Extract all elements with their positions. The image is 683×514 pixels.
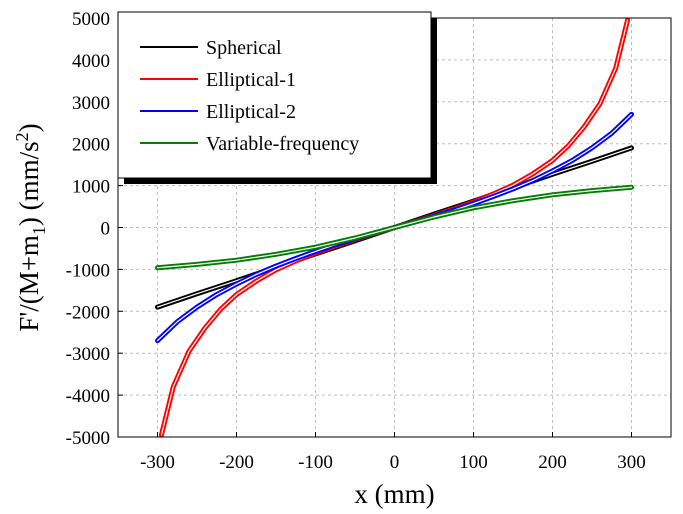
y-tick-label: -5000 <box>66 428 110 449</box>
y-axis-title-part: ) <box>14 123 44 132</box>
x-tick-label: 100 <box>459 452 488 473</box>
legend-label: Variable-frequency <box>206 133 359 155</box>
y-tick-labels: -5000 -4000 -3000 -2000 -1000 0 1000 2000 3000 40… <box>66 9 110 449</box>
y-axis-title-part: ) (mm/s <box>14 141 44 226</box>
x-tick-label: -100 <box>298 452 333 473</box>
legend-label: Spherical <box>206 37 282 59</box>
legend: Spherical Elliptical-1 Elliptical-2 Variabl… <box>117 11 437 184</box>
series-line-highlight <box>156 186 633 269</box>
legend-items: Spherical Elliptical-1 Elliptical-2 Variabl… <box>140 37 359 155</box>
y-tick-label: -1000 <box>66 260 110 281</box>
x-tick-label: 300 <box>617 452 646 473</box>
y-tick-label: 0 <box>101 219 111 240</box>
y-axis-title-superscript: 2 <box>12 132 32 141</box>
x-tick-label: -200 <box>219 452 254 473</box>
legend-label: Elliptical-1 <box>206 69 296 91</box>
y-tick-label: 4000 <box>72 51 110 72</box>
y-tick-label: 5000 <box>72 9 110 30</box>
legend-label: Elliptical-2 <box>206 101 296 123</box>
y-axis-title: F'/(M+m1) (mm/s2) <box>12 123 49 331</box>
series-layer <box>155 17 634 438</box>
y-tick-label: -2000 <box>66 302 110 323</box>
x-tick-label: -300 <box>140 452 175 473</box>
y-tick-label: 3000 <box>72 93 110 114</box>
y-axis-title-subscript: 1 <box>29 226 49 235</box>
y-tick-label: 2000 <box>72 135 110 156</box>
y-tick-label: -3000 <box>66 344 110 365</box>
legend-box <box>117 11 432 179</box>
x-tick-label: 0 <box>390 452 400 473</box>
y-axis-title-part: F'/(M+m <box>14 235 44 332</box>
y-tick-label: 1000 <box>72 177 110 198</box>
x-axis-title: x (mm) <box>354 479 434 509</box>
x-tick-label: 200 <box>538 452 567 473</box>
x-tick-labels: -300 -200 -100 0 100 200 300 <box>140 452 646 473</box>
y-tick-label: -4000 <box>66 386 110 407</box>
